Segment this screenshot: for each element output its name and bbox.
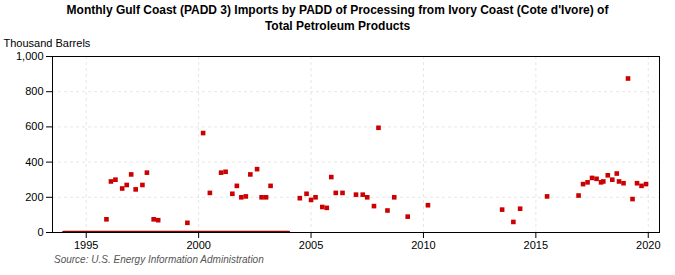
html-text:Monthly Gulf Coast (PADD 3) Im: Monthly Gulf Coast (PADD 3) Imports by P… (66, 3, 609, 33)
svg-text:400: 400 (25, 156, 43, 168)
svg-text:200: 200 (25, 191, 43, 203)
svg-text:2010: 2010 (411, 239, 435, 251)
svg-text:2020: 2020 (636, 239, 660, 251)
svg-text:0: 0 (37, 226, 43, 238)
svg-text:1995: 1995 (74, 239, 98, 251)
svg-text:1,000: 1,000 (16, 50, 44, 62)
svg-text:800: 800 (25, 85, 43, 97)
svg-text:2005: 2005 (299, 239, 323, 251)
svg-text:2015: 2015 (524, 239, 548, 251)
svg-text:Thousand Barrels: Thousand Barrels (4, 37, 91, 49)
svg-text:2000: 2000 (186, 239, 210, 251)
html-text:Source: U.S. Energy Informatio: Source: U.S. Energy Information Administ… (54, 254, 264, 266)
svg-text:600: 600 (25, 121, 43, 133)
